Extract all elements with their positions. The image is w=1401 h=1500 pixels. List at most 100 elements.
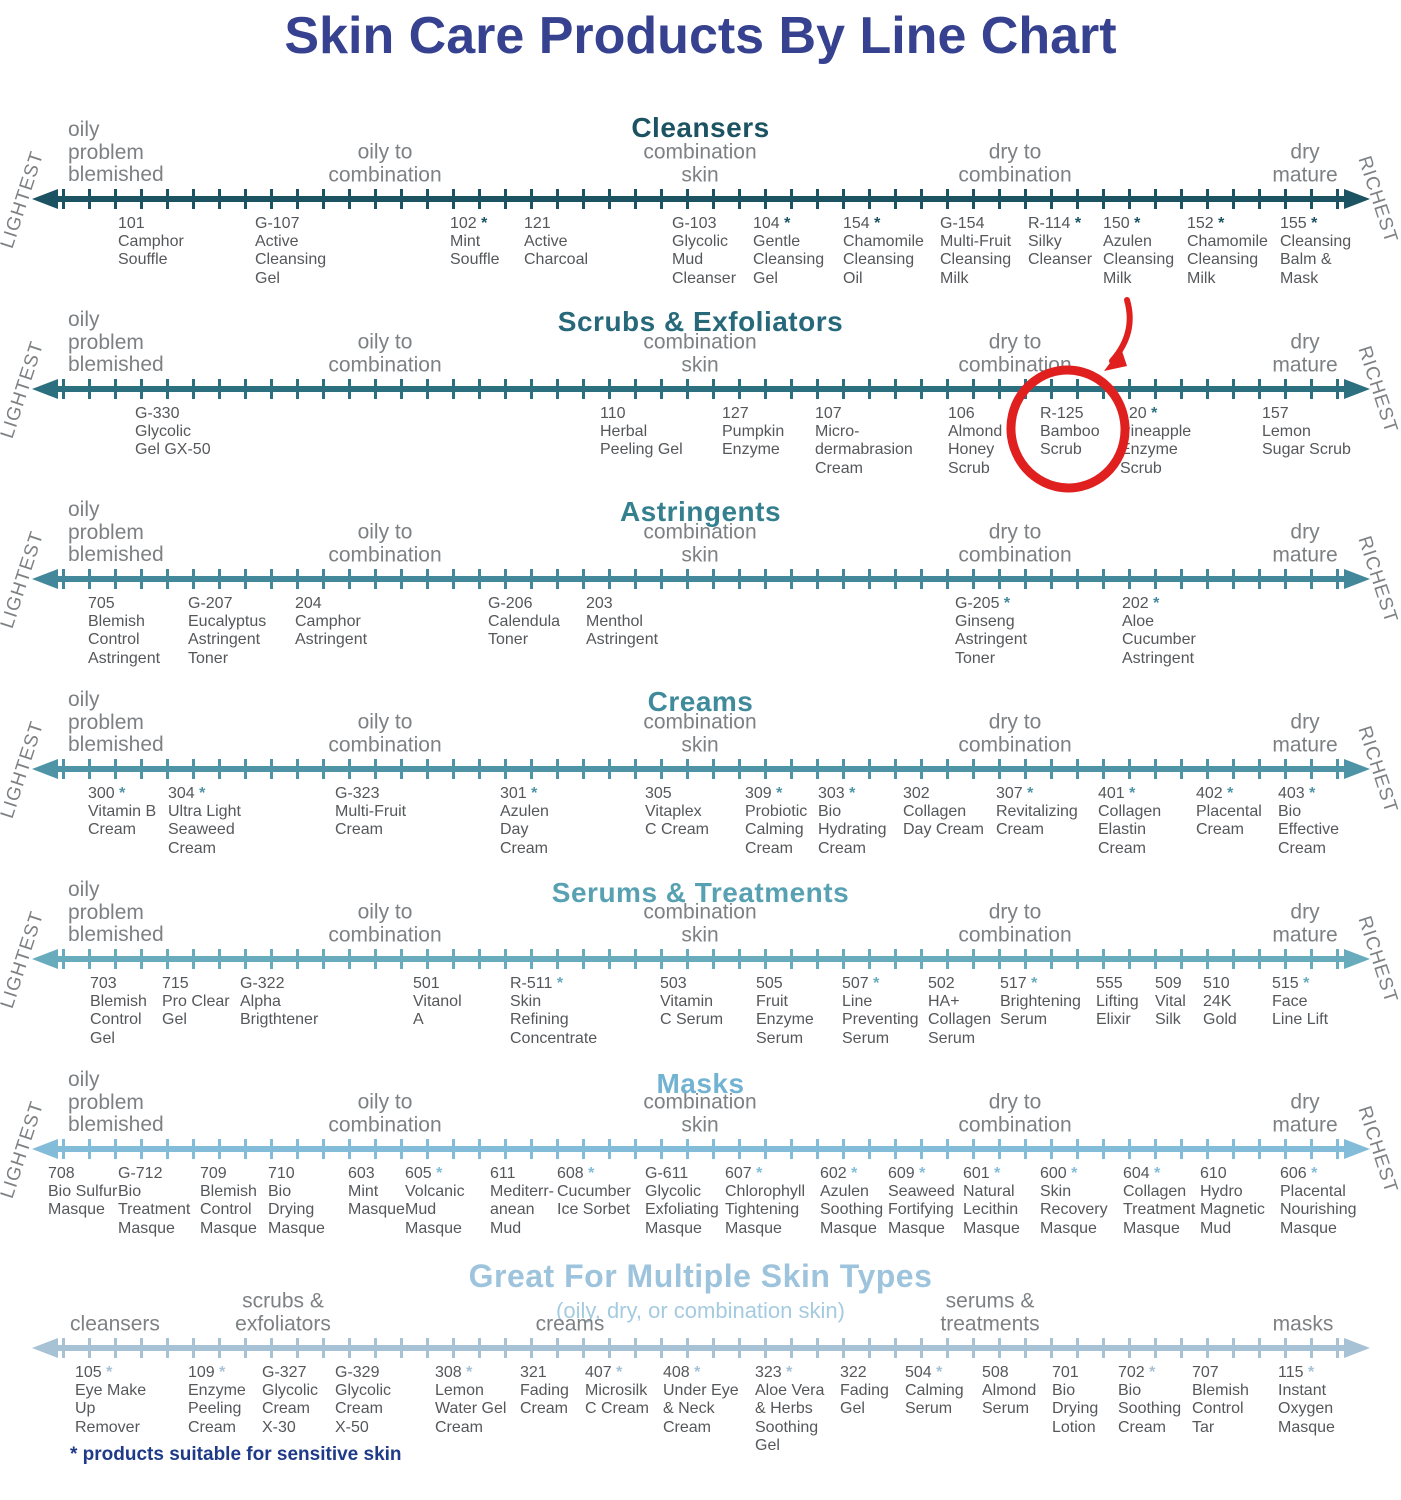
product-entry: 507 * Line Preventing Serum [842, 975, 919, 1048]
sensitive-asterisk: * [1213, 215, 1225, 232]
skin-type-label-line: oily to [357, 710, 413, 734]
skin-type-label-line: combination [643, 520, 757, 544]
product-name-line: Masque [200, 1219, 257, 1237]
product-name-line: Ultra Light [168, 803, 241, 821]
product-name-line: Glycolic [335, 1382, 392, 1400]
skin-type-label-line: dry to [988, 140, 1042, 164]
product-name-line: C Serum [660, 1011, 724, 1029]
product-name-line: Bio [1052, 1382, 1076, 1400]
product-name-line: Astringent [88, 649, 161, 667]
skin-type-label: oily to combination [328, 331, 442, 377]
product-code: 610 [1200, 1165, 1227, 1182]
product-entry: 503 Vitamin C Serum [660, 975, 723, 1030]
sensitive-asterisk: * [844, 785, 856, 802]
product-name-line: dermabrasion [815, 441, 913, 459]
skin-type-label: oily to combination [328, 1091, 442, 1137]
sensitive-asterisk: * [461, 1364, 473, 1381]
product-name-line: Eye Make [75, 1382, 147, 1400]
product-entry: 101 Camphor Souffle [118, 215, 184, 270]
arrowhead-right-icon [1344, 759, 1370, 779]
product-code: 600 * [1040, 1165, 1078, 1182]
product-code: 515 * [1272, 975, 1310, 992]
product-name-line: Almond [982, 1382, 1037, 1400]
product-name-line: Vitamin [660, 993, 714, 1011]
product-code: G-327 [262, 1364, 307, 1381]
sensitive-asterisk: * [869, 215, 881, 232]
product-name-line: Almond [948, 423, 1003, 441]
skin-type-label-line: oily to [357, 520, 413, 544]
skin-type-label-line: exfoliators [235, 1312, 331, 1336]
skin-type-label-line: blemished [68, 923, 164, 947]
axis-tick-marks [62, 569, 1340, 589]
product-name-line: Skin [1040, 1183, 1072, 1201]
product-entry: 715 Pro Clear Gel [162, 975, 230, 1030]
product-name-line: Collagen [928, 1011, 992, 1029]
product-code: G-207 [188, 595, 233, 612]
product-entry: G-327 Glycolic Cream X-30 [262, 1364, 318, 1437]
skin-type-label-line: combination [328, 1113, 442, 1137]
product-name-line: Control [88, 631, 140, 649]
product-entry: 309 * Probiotic Calming Cream [745, 785, 807, 858]
product-name-line: Astringent [955, 631, 1028, 649]
product-code: 505 [756, 975, 783, 992]
product-code: R-125 [1040, 405, 1084, 422]
product-code: 121 [524, 215, 551, 232]
skin-type-label-line: mature [1272, 543, 1338, 567]
product-name-line: Cream [1196, 821, 1245, 839]
skin-type-label-line: dry to [988, 710, 1042, 734]
product-name-line: Gel [255, 269, 280, 287]
skin-type-label: dry mature [1272, 711, 1337, 757]
product-code: 705 [88, 595, 115, 612]
product-name-line: Bio [1118, 1382, 1142, 1400]
product-code: 707 [1192, 1364, 1219, 1381]
product-code: 104 * [753, 215, 791, 232]
product-name-line: Cleanser [672, 269, 737, 287]
skin-type-label-line: dry [1290, 1090, 1320, 1114]
product-code: 150 * [1103, 215, 1141, 232]
product-name-line: Cream [1098, 839, 1147, 857]
sensitive-asterisk: * [526, 785, 538, 802]
product-name-line: Masque [1278, 1418, 1335, 1436]
skin-type-label-line: dry [1290, 520, 1320, 544]
sensitive-asterisk: * [779, 215, 791, 232]
product-entry: 408 * Under Eye & Neck Cream [663, 1364, 739, 1437]
skin-type-label-line: combination [958, 923, 1072, 947]
product-name-line: Mask [1280, 269, 1319, 287]
skin-type-label-line: combination [958, 163, 1072, 187]
product-name-line: Bio [118, 1183, 142, 1201]
product-name-line: Sugar Scrub [1262, 441, 1351, 459]
sensitive-asterisk: * [114, 785, 126, 802]
product-code: 709 [200, 1165, 227, 1182]
product-code: 323 * [755, 1364, 793, 1381]
product-code: G-322 [240, 975, 285, 992]
skin-type-label-line: oily to [357, 140, 413, 164]
product-entry: 709 Blemish Control Masque [200, 1165, 257, 1238]
product-name-line: Enzyme [188, 1382, 246, 1400]
product-code: G-712 [118, 1165, 163, 1182]
product-code: 305 [645, 785, 672, 802]
product-entry: 502 HA+ Collagen Serum [928, 975, 991, 1048]
product-name-line: A [413, 1011, 424, 1029]
axis-tick-marks [62, 949, 1340, 969]
arrowhead-right-icon [1344, 189, 1370, 209]
product-entry: 707 Blemish Control Tar [1192, 1364, 1249, 1437]
product-entry: G-206 Calendula Toner [488, 595, 560, 650]
product-entry: 606 * Placental Nourishing Masque [1280, 1165, 1356, 1238]
sensitive-asterisk: * [1124, 785, 1136, 802]
product-entry: 304 * Ultra Light Seaweed Cream [168, 785, 241, 858]
product-code: 504 * [905, 1364, 943, 1381]
skin-type-label-line: combination [328, 353, 442, 377]
product-name-line: Gel GX-50 [135, 441, 211, 459]
product-name-line: Lemon [435, 1382, 484, 1400]
product-name-line: Serum [842, 1029, 890, 1047]
product-name-line: Cleansing [1187, 251, 1259, 269]
skin-type-label-line: skin [681, 163, 719, 187]
product-name-line: Masque [725, 1219, 782, 1237]
skin-type-label-line: blemished [68, 1113, 164, 1137]
skin-type-label-line: dry to [988, 330, 1042, 354]
product-name-line: Control [1192, 1400, 1244, 1418]
sensitive-asterisk: * [1066, 1165, 1078, 1182]
product-entry: 323 * Aloe Vera & Herbs Soothing Gel [755, 1364, 824, 1455]
sensitive-asterisk: * [1070, 215, 1082, 232]
product-entry: 120 * Pineapple Enzyme Scrub [1120, 405, 1191, 478]
